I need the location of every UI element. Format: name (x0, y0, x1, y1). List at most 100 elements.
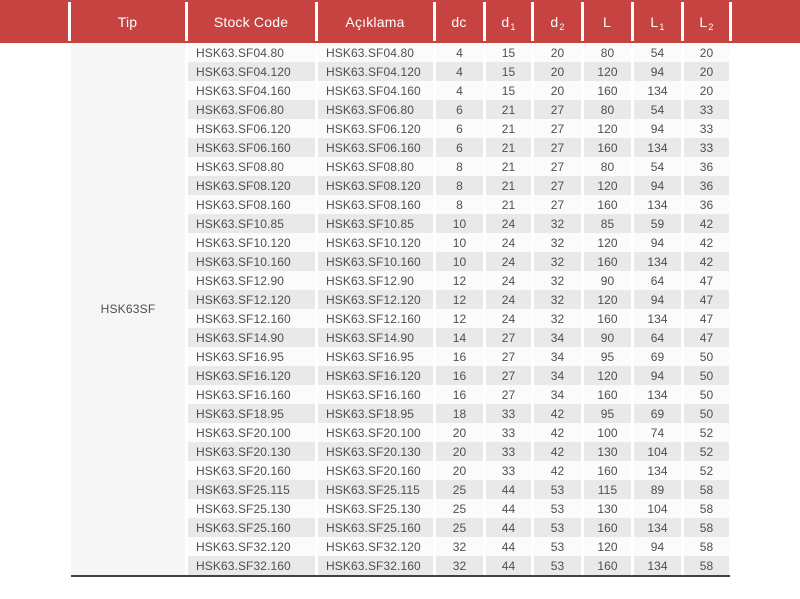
table-row: HSK63.SF20.130 HSK63.SF20.130 20 33 42 1… (188, 442, 729, 461)
cell-d1: 15 (486, 62, 531, 81)
table-row: HSK63.SF04.160 HSK63.SF04.160 4 15 20 16… (188, 81, 729, 100)
cell-aciklama: HSK63.SF08.80 (318, 157, 433, 176)
cell-stock-code: HSK63.SF04.80 (188, 43, 315, 62)
cell-aciklama: HSK63.SF08.120 (318, 176, 433, 195)
cell-d1: 21 (486, 176, 531, 195)
cell-l: 120 (584, 176, 631, 195)
table-row: HSK63.SF25.160 HSK63.SF25.160 25 44 53 1… (188, 518, 729, 537)
table-row: HSK63.SF16.160 HSK63.SF16.160 16 27 34 1… (188, 385, 729, 404)
cell-dc: 8 (436, 157, 483, 176)
cell-l1: 64 (634, 328, 681, 347)
table-row: HSK63.SF10.85 HSK63.SF10.85 10 24 32 85 … (188, 214, 729, 233)
cell-d2: 20 (534, 62, 581, 81)
cell-dc: 10 (436, 214, 483, 233)
tip-group-cell: HSK63SF (71, 43, 185, 575)
cell-l2: 33 (684, 119, 729, 138)
cell-l2: 42 (684, 214, 729, 233)
cell-dc: 4 (436, 81, 483, 100)
cell-dc: 10 (436, 233, 483, 252)
cell-l1: 69 (634, 347, 681, 366)
cell-l1: 134 (634, 385, 681, 404)
cell-d1: 44 (486, 499, 531, 518)
cell-l1: 94 (634, 366, 681, 385)
table-row: HSK63.SF14.90 HSK63.SF14.90 14 27 34 90 … (188, 328, 729, 347)
cell-l: 120 (584, 233, 631, 252)
cell-d1: 15 (486, 81, 531, 100)
cell-stock-code: HSK63.SF14.90 (188, 328, 315, 347)
cell-d2: 53 (534, 537, 581, 556)
left-margin (0, 43, 71, 575)
table-bottom-rule (71, 575, 730, 577)
cell-dc: 18 (436, 404, 483, 423)
table-row: HSK63.SF08.120 HSK63.SF08.120 8 21 27 12… (188, 176, 729, 195)
cell-d1: 33 (486, 442, 531, 461)
cell-d1: 24 (486, 214, 531, 233)
cell-aciklama: HSK63.SF06.120 (318, 119, 433, 138)
cell-l2: 50 (684, 404, 729, 423)
cell-dc: 16 (436, 385, 483, 404)
cell-dc: 6 (436, 119, 483, 138)
table-row: HSK63.SF12.90 HSK63.SF12.90 12 24 32 90 … (188, 271, 729, 290)
cell-d1: 24 (486, 309, 531, 328)
header-sub-d1: 1 (510, 21, 516, 32)
cell-d2: 32 (534, 290, 581, 309)
cell-l: 120 (584, 537, 631, 556)
cell-l: 80 (584, 157, 631, 176)
cell-aciklama: HSK63.SF06.160 (318, 138, 433, 157)
cell-d2: 42 (534, 461, 581, 480)
cell-aciklama: HSK63.SF12.120 (318, 290, 433, 309)
cell-l2: 52 (684, 461, 729, 480)
cell-l2: 50 (684, 385, 729, 404)
header-spacer-right (732, 2, 800, 41)
cell-d2: 27 (534, 119, 581, 138)
cell-d2: 32 (534, 252, 581, 271)
cell-l: 100 (584, 423, 631, 442)
table-row: HSK63.SF18.95 HSK63.SF18.95 18 33 42 95 … (188, 404, 729, 423)
cell-stock-code: HSK63.SF06.120 (188, 119, 315, 138)
cell-l1: 54 (634, 157, 681, 176)
cell-l1: 94 (634, 62, 681, 81)
table-row: HSK63.SF20.160 HSK63.SF20.160 20 33 42 1… (188, 461, 729, 480)
cell-l1: 94 (634, 119, 681, 138)
cell-aciklama: HSK63.SF04.80 (318, 43, 433, 62)
header-sub-d2: 2 (559, 21, 565, 32)
cell-l1: 54 (634, 43, 681, 62)
cell-aciklama: HSK63.SF20.130 (318, 442, 433, 461)
header-spacer-left (0, 2, 68, 41)
cell-d1: 27 (486, 347, 531, 366)
cell-l2: 47 (684, 290, 729, 309)
header-sub-l2: 2 (708, 21, 714, 32)
header-sub-l1: 1 (659, 21, 665, 32)
cell-l2: 20 (684, 43, 729, 62)
cell-dc: 32 (436, 556, 483, 575)
cell-l: 160 (584, 461, 631, 480)
cell-stock-code: HSK63.SF16.120 (188, 366, 315, 385)
cell-l1: 134 (634, 556, 681, 575)
cell-aciklama: HSK63.SF10.160 (318, 252, 433, 271)
cell-aciklama: HSK63.SF04.160 (318, 81, 433, 100)
table-row: HSK63.SF20.100 HSK63.SF20.100 20 33 42 1… (188, 423, 729, 442)
cell-d2: 42 (534, 442, 581, 461)
cell-l1: 134 (634, 252, 681, 271)
cell-aciklama: HSK63.SF08.160 (318, 195, 433, 214)
cell-stock-code: HSK63.SF12.160 (188, 309, 315, 328)
cell-l1: 134 (634, 81, 681, 100)
table-row: HSK63.SF08.160 HSK63.SF08.160 8 21 27 16… (188, 195, 729, 214)
cell-l: 80 (584, 43, 631, 62)
cell-l2: 36 (684, 157, 729, 176)
cell-d2: 32 (534, 271, 581, 290)
cell-d1: 33 (486, 461, 531, 480)
cell-d2: 20 (534, 81, 581, 100)
cell-d2: 42 (534, 404, 581, 423)
table-row: HSK63.SF25.130 HSK63.SF25.130 25 44 53 1… (188, 499, 729, 518)
cell-stock-code: HSK63.SF20.160 (188, 461, 315, 480)
cell-d1: 27 (486, 328, 531, 347)
cell-dc: 4 (436, 43, 483, 62)
cell-d2: 53 (534, 499, 581, 518)
header-label-tip: Tip (117, 13, 138, 30)
table-row: HSK63.SF10.160 HSK63.SF10.160 10 24 32 1… (188, 252, 729, 271)
table-row: HSK63.SF04.120 HSK63.SF04.120 4 15 20 12… (188, 62, 729, 81)
cell-l1: 94 (634, 537, 681, 556)
cell-aciklama: HSK63.SF25.115 (318, 480, 433, 499)
